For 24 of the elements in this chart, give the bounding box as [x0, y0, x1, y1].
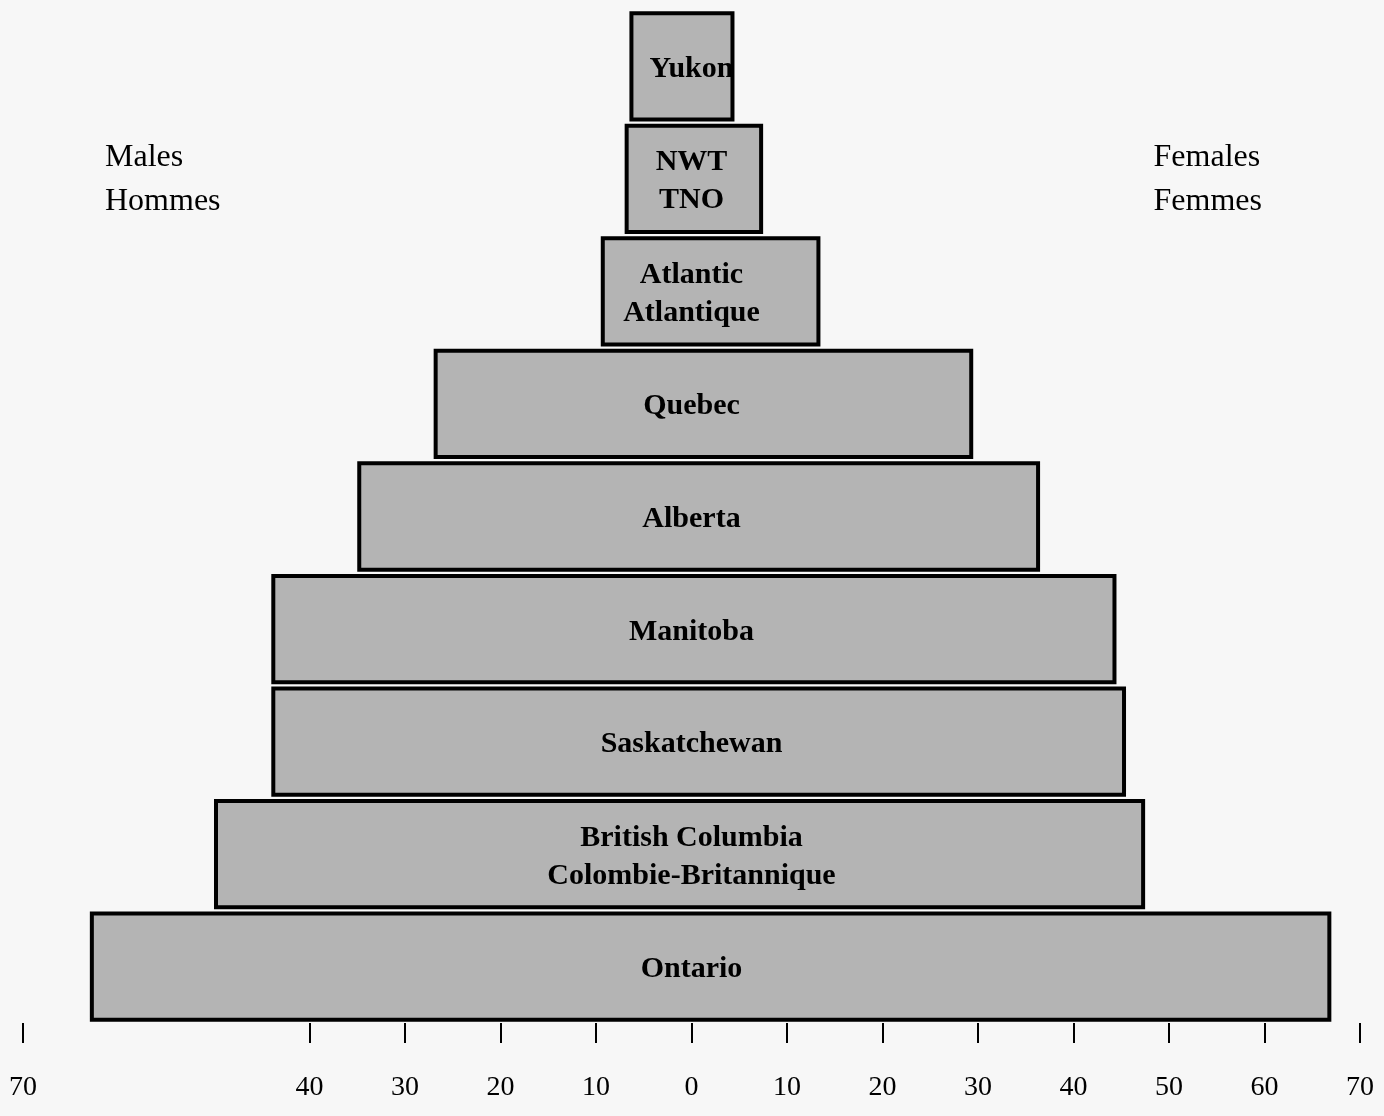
x-tick-label: 10: [773, 1069, 801, 1101]
x-tick-label: 70: [9, 1069, 37, 1101]
x-tick-label: 50: [1155, 1069, 1183, 1101]
x-tick-label: 0: [684, 1069, 699, 1101]
annotation: Females Femmes: [1153, 137, 1262, 217]
y-tick-label: Ontario: [640, 950, 743, 984]
x-tick-label: 70: [1346, 1069, 1374, 1101]
y-tick-label: Alberta: [642, 500, 741, 533]
y-tick-label: Yukon: [649, 49, 734, 83]
x-tick-label: 20: [486, 1069, 515, 1101]
x-tick-label: 30: [964, 1069, 992, 1101]
x-tick-label: 10: [582, 1069, 610, 1101]
y-tick-label: Manitoba: [628, 612, 755, 646]
y-tick-label: Saskatchewan: [600, 725, 783, 759]
y-tick-label: NWT TNO: [655, 143, 728, 215]
x-tick-label: 40: [295, 1069, 324, 1101]
x-tick-label: 40: [1059, 1069, 1088, 1101]
y-tick-label: British Columbia Colombie-Britannique: [547, 818, 836, 890]
x-tick-label: 60: [1250, 1069, 1279, 1101]
x-tick-label: 20: [868, 1069, 897, 1101]
annotation: Males Hommes: [105, 137, 221, 217]
y-tick-label: Quebec: [643, 387, 740, 421]
y-tick-label: Atlantic Atlantique: [623, 255, 760, 327]
x-tick-label: 30: [391, 1069, 419, 1101]
